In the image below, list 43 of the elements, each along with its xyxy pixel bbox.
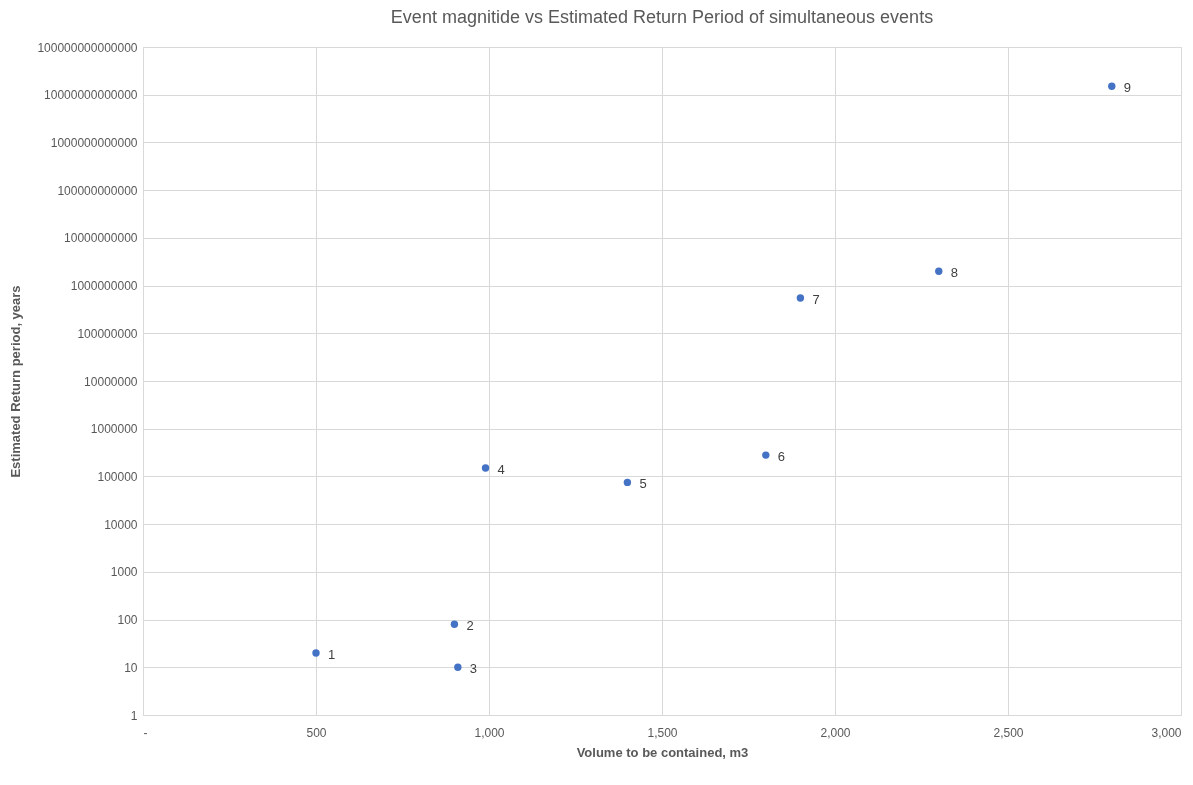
y-tick-label: 1000 — [110, 565, 138, 580]
x-tick-label: 3,000 — [1151, 725, 1182, 740]
point — [454, 663, 462, 671]
y-tick-label: 1 — [130, 708, 138, 723]
y-tick-label: 100000000 — [77, 326, 138, 341]
y-tick-label: 100000000000 — [57, 183, 138, 198]
point — [312, 649, 320, 657]
y-tick-label: 10000000000000 — [44, 88, 138, 103]
annotation: 8 — [950, 265, 959, 281]
annotation: 1 — [328, 646, 336, 662]
point — [450, 620, 459, 628]
point — [796, 294, 805, 302]
y-tick-label: 1000000000000 — [50, 135, 138, 150]
y-axis-title: Estimated Return period, years — [8, 285, 24, 478]
annotation: 9 — [1123, 80, 1132, 96]
point — [762, 451, 770, 459]
y-tick-label: 1000000000 — [70, 279, 138, 294]
x-tick-label: 1,000 — [474, 725, 505, 740]
y-tick-label: 10000000 — [84, 374, 138, 389]
y-tick-label: 10000000000 — [64, 231, 138, 246]
point — [623, 478, 632, 487]
y-tick-label: 10 — [124, 660, 138, 675]
y-tick-label: 100 — [117, 613, 138, 628]
point — [481, 464, 490, 472]
chart-title: Event magnitide vs Estimated Return Period of simultaneous events — [390, 7, 934, 27]
x-tick-label: 2,500 — [993, 725, 1024, 740]
annotation: 3 — [469, 661, 478, 677]
annotation: 6 — [777, 449, 786, 465]
annotation: 7 — [812, 291, 820, 307]
x-tick-label: 1,500 — [647, 725, 678, 740]
x-tick-label: 2,000 — [820, 725, 851, 740]
y-tick-label: 10000 — [104, 517, 138, 532]
x-axis-title: Volume to be contained, m3 — [576, 744, 749, 760]
y-tick-label: 100000000000000 — [37, 40, 138, 55]
y-tick-label: 1000000 — [90, 422, 138, 437]
annotation: 5 — [639, 476, 647, 492]
annotation: 2 — [466, 618, 474, 634]
point — [1108, 82, 1116, 91]
x-tick-label: - — [143, 725, 148, 740]
y-tick-label: 100000 — [97, 469, 138, 484]
annotation: 4 — [497, 462, 505, 478]
point — [935, 267, 943, 275]
x-tick-label: 500 — [306, 725, 327, 740]
